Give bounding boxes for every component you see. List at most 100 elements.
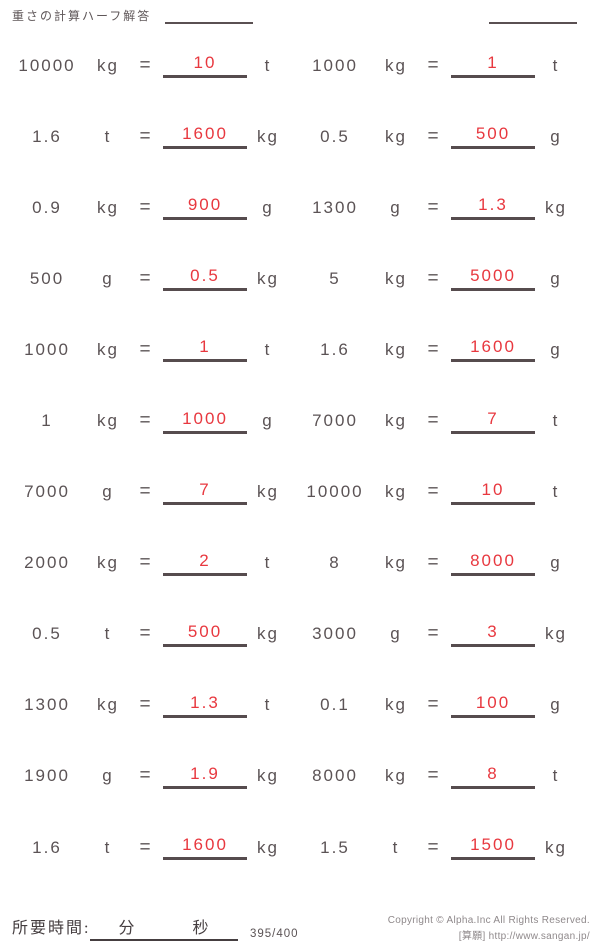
problem-left: 500 g = 0.5 kg: [8, 266, 296, 292]
problem-left: 1900 g = 1.9 kg: [8, 764, 296, 789]
problem-right: 10000 kg = 10 t: [296, 480, 592, 505]
given-value: 7000: [24, 482, 70, 502]
given-unit: kg: [385, 339, 407, 359]
equals-sign: =: [427, 196, 439, 218]
answer-field: 10: [451, 480, 535, 505]
answer-unit: t: [264, 695, 272, 715]
given-value: 1.6: [32, 837, 62, 857]
given-value: 1: [41, 411, 53, 431]
given-unit: kg: [97, 411, 119, 431]
problem-right: 0.1 kg = 100 g: [296, 693, 592, 718]
equals-sign: =: [427, 481, 439, 503]
given-value: 0.9: [32, 197, 62, 217]
given-unit: t: [104, 126, 112, 146]
equals-sign: =: [427, 267, 439, 289]
answer-unit: t: [264, 339, 272, 359]
answer-unit: t: [264, 553, 272, 573]
minutes-label: 分: [118, 920, 137, 937]
equals-sign: =: [427, 54, 439, 76]
given-value: 5: [329, 268, 341, 288]
problem-right: 8000 kg = 8 t: [296, 764, 592, 789]
problem-left: 2000 kg = 2 t: [8, 551, 296, 576]
answer-unit: kg: [545, 197, 567, 217]
given-value: 1.6: [32, 126, 62, 146]
given-value: 0.1: [320, 695, 350, 715]
equals-sign: =: [139, 410, 151, 432]
equals-sign: =: [139, 54, 151, 76]
answer-unit: t: [552, 411, 560, 431]
given-unit: t: [392, 837, 400, 857]
given-value: 1.5: [320, 837, 350, 857]
problem-right: 8 kg = 8000 g: [296, 551, 592, 576]
given-unit: kg: [385, 268, 407, 288]
answer-unit: kg: [257, 624, 279, 644]
given-value: 7000: [312, 411, 358, 431]
given-value: 8000: [312, 766, 358, 786]
answer-unit: g: [550, 553, 562, 573]
problem-row: 1.6 t = 1600 kg 0.5 kg = 500 g: [0, 101, 600, 172]
problem-right: 3000 g = 3 kg: [296, 622, 592, 647]
given-unit: g: [390, 624, 402, 644]
page-number: 395/400: [250, 928, 299, 940]
required-time-label: 所要時間:: [12, 920, 91, 937]
copyright-line1: Copyright © Alpha.Inc All Rights Reserve…: [387, 915, 590, 926]
answer-unit: kg: [257, 126, 279, 146]
given-unit: g: [102, 482, 114, 502]
given-unit: g: [390, 197, 402, 217]
given-unit: kg: [385, 766, 407, 786]
answer-field: 1600: [163, 124, 247, 150]
given-value: 2000: [24, 553, 70, 573]
problem-left: 1.6 t = 1600 kg: [8, 835, 296, 861]
problem-row: 1000 kg = 1 t 1.6 kg = 1600 g: [0, 314, 600, 385]
equals-sign: =: [139, 552, 151, 574]
worksheet-footer: 所要時間: 分秒 395/400 Copyright © Alpha.Inc Al…: [0, 893, 600, 949]
given-value: 0.5: [32, 624, 62, 644]
given-unit: kg: [97, 197, 119, 217]
problem-right: 0.5 kg = 500 g: [296, 124, 592, 150]
problem-right: 1300 g = 1.3 kg: [296, 195, 592, 221]
problem-right: 1000 kg = 1 t: [296, 53, 592, 79]
equals-sign: =: [139, 765, 151, 787]
answer-field: 0.5: [163, 266, 247, 292]
answer-unit: t: [264, 55, 272, 75]
given-unit: g: [102, 766, 114, 786]
equals-sign: =: [427, 410, 439, 432]
given-value: 1300: [312, 197, 358, 217]
answer-unit: t: [552, 482, 560, 502]
answer-field: 500: [451, 124, 535, 150]
given-value: 1000: [24, 339, 70, 359]
problem-row: 0.9 kg = 900 g 1300 g = 1.3 kg: [0, 172, 600, 243]
problem-row: 1300 kg = 1.3 t 0.1 kg = 100 g: [0, 670, 600, 741]
given-value: 10000: [306, 482, 364, 502]
given-unit: kg: [385, 411, 407, 431]
problem-right: 1.6 kg = 1600 g: [296, 337, 592, 363]
equals-sign: =: [139, 836, 151, 858]
problems: 10000 kg = 10 t 1000 kg = 1 t 1.6 t = 16…: [0, 30, 600, 883]
answer-field: 1.3: [163, 693, 247, 718]
problem-left: 1300 kg = 1.3 t: [8, 693, 296, 718]
equals-sign: =: [139, 338, 151, 360]
answer-field: 3: [451, 622, 535, 647]
given-unit: kg: [97, 695, 119, 715]
answer-unit: g: [262, 411, 274, 431]
given-value: 1300: [24, 695, 70, 715]
equals-sign: =: [139, 623, 151, 645]
answer-field: 5000: [451, 266, 535, 292]
problem-row: 0.5 t = 500 kg 3000 g = 3 kg: [0, 599, 600, 670]
answer-field: 1000: [163, 409, 247, 434]
given-unit: kg: [385, 126, 407, 146]
answer-field: 8: [451, 764, 535, 789]
answer-field: 1: [163, 337, 247, 363]
answer-unit: g: [262, 197, 274, 217]
given-value: 3000: [312, 624, 358, 644]
given-value: 1000: [312, 55, 358, 75]
equals-sign: =: [139, 481, 151, 503]
equals-sign: =: [427, 552, 439, 574]
answer-field: 1.9: [163, 764, 247, 789]
given-unit: t: [104, 624, 112, 644]
problem-right: 5 kg = 5000 g: [296, 266, 592, 292]
given-value: 10000: [18, 55, 76, 75]
header-blank-line-right: [489, 10, 577, 24]
problem-row: 1900 g = 1.9 kg 8000 kg = 8 t: [0, 741, 600, 812]
problem-right: 1.5 t = 1500 kg: [296, 835, 592, 861]
